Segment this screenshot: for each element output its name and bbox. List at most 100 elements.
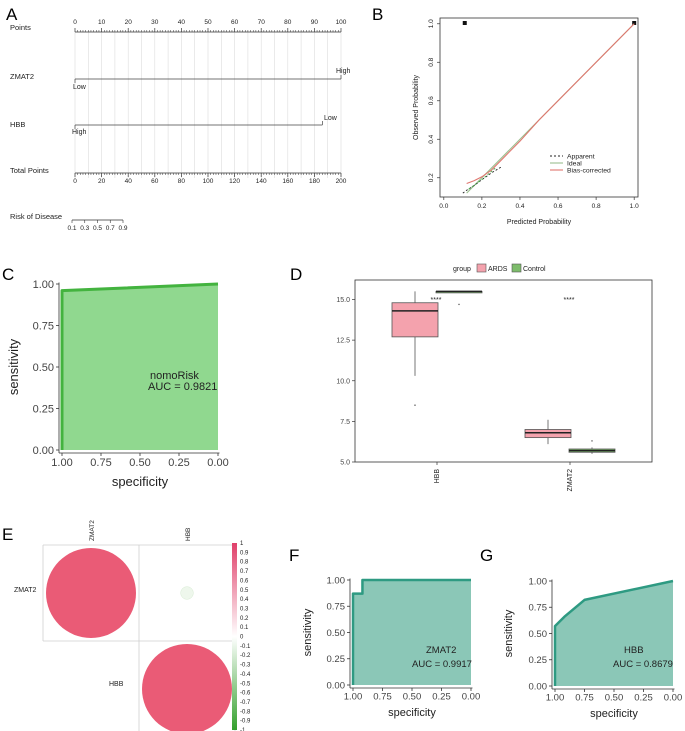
points-tick-label: 100: [336, 19, 347, 26]
points-tick-label: 20: [125, 19, 133, 26]
panel-d-boxplot: 5.0 7.5 10.0 12.5 15.0 HBB **** ZMAT2 **** group A…: [336, 263, 653, 491]
x-tick-label: HBB: [434, 469, 441, 484]
points-tick-label: 90: [311, 19, 319, 26]
roc-title: ZMAT2: [426, 645, 456, 656]
x-tick-label: 0.6: [554, 203, 563, 210]
plot-frame: [439, 17, 639, 198]
column-label: ZMAT2: [89, 520, 96, 541]
legend-key-control: [511, 263, 522, 273]
panel-f-roc-zmat2: 1.00 0.75 0.50 0.25 0.00 0.00 0.25 0.50 0.75 1.00…: [302, 575, 480, 719]
colorbar-tick-label: -0.2: [240, 653, 251, 659]
box-ards: [524, 429, 572, 439]
colorbar-tick-label: -0.4: [240, 672, 251, 678]
roc-auc: AUC = 0.9917: [412, 659, 472, 670]
y-tick-label: 0.2: [428, 173, 435, 182]
panel-letter-e: E: [2, 525, 13, 544]
x-tick-label: 0.00: [664, 693, 683, 704]
y-tick-label: 0.4: [428, 134, 435, 143]
roc-curve: [351, 578, 471, 685]
y-axis-title: sensitivity: [302, 608, 314, 656]
series-bias-corrected: [466, 23, 635, 185]
risk-tick-label: 0.9: [118, 225, 127, 232]
panel-g-roc-hbb: 1.00 0.75 0.50 0.25 0.00 0.00 0.25 0.50 0.75 1.00…: [503, 576, 682, 720]
colorbar-tick-label: -0.5: [240, 681, 251, 687]
colorbar-tick-label: 0.5: [240, 588, 249, 594]
y-tick-label: 0.75: [529, 603, 548, 614]
nomogram-row-label: ZMAT2: [10, 72, 34, 81]
total-points-tick-label: 40: [125, 178, 133, 185]
y-tick-label: 0.00: [33, 445, 54, 457]
hbb-high-label: High: [72, 129, 87, 136]
panel-b-calibration-curve: 0.0 0.2 0.4 0.6 0.8 1.0 0.2 0.4 0.6 0.8 1.0 Predict…: [413, 17, 639, 226]
significance-label: ****: [431, 297, 442, 304]
y-tick-label: 0.25: [529, 655, 548, 666]
roc-area: [555, 581, 673, 686]
total-points-tick-label: 140: [256, 178, 267, 185]
y-tick-label: 1.00: [327, 575, 346, 586]
legend-label: Control: [523, 266, 546, 273]
roc-area: [62, 284, 218, 450]
colorbar-tick-label: 0: [240, 635, 244, 641]
plot-frame: [354, 279, 653, 463]
roc-title: nomoRisk: [150, 370, 199, 382]
y-tick-label: 0.8: [428, 57, 435, 66]
x-tick-label: 1.00: [51, 457, 72, 469]
y-tick-label: 1.00: [529, 576, 548, 587]
y-tick-label: 1.0: [428, 19, 435, 28]
x-tick-label: 0.25: [168, 457, 189, 469]
colorbar-tick-label: 0.9: [240, 550, 249, 556]
legend-label: Apparent: [567, 154, 595, 161]
zmat2-low-label: Low: [73, 84, 87, 91]
colorbar-tick-label: -0.8: [240, 709, 251, 715]
y-tick-label: 0.00: [529, 681, 548, 692]
x-tick-label: 0.75: [373, 692, 392, 703]
row-label: HBB: [109, 681, 124, 688]
points-tick-label: 10: [98, 19, 106, 26]
points-tick-label: 30: [151, 19, 159, 26]
x-tick-label: 0.50: [605, 693, 624, 704]
panel-letter-a: A: [6, 5, 18, 24]
panel-e-correlation-matrix: ZMAT2 HBB ZMAT2 HBB 1 0.9 0.8 0.7 0.6 0.5 0.4 0.3 0.…: [14, 520, 251, 731]
x-tick-label: 0.25: [432, 692, 451, 703]
x-tick-label: 0.75: [90, 457, 111, 469]
x-axis-title: specificity: [388, 707, 436, 719]
x-tick-label: 0.00: [462, 692, 481, 703]
risk-tick-label: 0.5: [93, 225, 102, 232]
colorbar-tick-label: 0.2: [240, 616, 249, 622]
x-axis-title: Predicted Probability: [507, 219, 572, 226]
points-tick-label: 70: [258, 19, 266, 26]
colorbar-tick-label: 0.6: [240, 578, 249, 584]
y-tick-label: 0.50: [529, 629, 548, 640]
rug-mark: [462, 21, 467, 25]
colorbar-tick-label: 0.8: [240, 560, 249, 566]
y-tick-label: 0.00: [327, 680, 346, 691]
y-tick-label: 0.50: [327, 628, 346, 639]
colorbar-tick-label: 0.1: [240, 625, 249, 631]
colorbar-tick-label: -0.1: [240, 644, 251, 650]
x-tick-label: 1.00: [344, 692, 363, 703]
row-label: ZMAT2: [14, 587, 37, 594]
correlation-circle: [46, 548, 136, 638]
roc-auc: AUC = 0.9821: [148, 381, 217, 393]
colorbar-tick-label: -0.9: [240, 719, 251, 725]
total-points-tick-label: 0: [73, 178, 77, 185]
nomogram-row-label: Total Points: [10, 166, 49, 175]
significance-label: ****: [564, 297, 575, 304]
colorbar-tick-label: -0.7: [240, 700, 251, 706]
y-axis-title: sensitivity: [6, 338, 21, 395]
panel-letter-c: C: [2, 265, 14, 284]
colorbar-tick-label: -0.6: [240, 691, 251, 697]
total-points-tick-label: 60: [151, 178, 159, 185]
total-points-tick-label: 160: [282, 178, 293, 185]
x-tick-label: 0.0: [439, 203, 448, 210]
legend-key-ards: [476, 263, 487, 273]
correlation-circle: [142, 644, 232, 731]
risk-tick-label: 0.3: [80, 225, 89, 232]
total-points-tick-label: 180: [309, 178, 320, 185]
x-tick-label: 0.25: [634, 693, 653, 704]
roc-title: HBB: [624, 645, 644, 656]
total-points-tick-label: 80: [178, 178, 186, 185]
legend-label: ARDS: [488, 266, 508, 273]
panel-letter-f: F: [289, 546, 299, 565]
